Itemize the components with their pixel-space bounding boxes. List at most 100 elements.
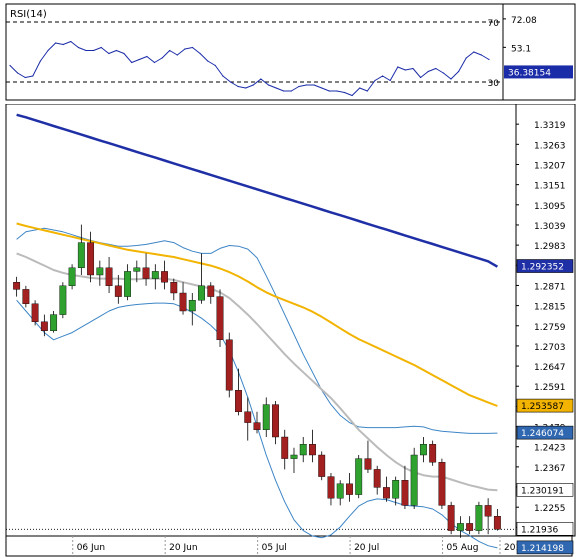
candle: [281, 436, 289, 459]
price-panel: 1.3319 1.3263 1.3207 1.3151 1.3095 1.3039 1.29…: [5, 104, 576, 557]
x-tick-label: 05 Aug: [447, 543, 479, 553]
rsi-point: [93, 49, 95, 52]
rsi-point: [138, 58, 140, 61]
rsi-point: [419, 76, 422, 79]
price-y-tick-label: 1.3151: [534, 182, 566, 192]
rsi-point: [389, 79, 391, 82]
rsi-point: [298, 85, 300, 88]
rsi-point: [480, 54, 482, 56]
rsi-point: [214, 64, 216, 67]
price-plot-frame: [5, 104, 517, 537]
candle: [290, 454, 298, 459]
price-y-tick-label: 1.2647: [534, 363, 566, 373]
price-y-tick-label: 1.2759: [534, 323, 566, 333]
rsi-point: [70, 40, 72, 43]
price-y-tick-label: 1.2815: [534, 303, 566, 313]
candle: [447, 505, 455, 531]
rsi-point: [100, 46, 102, 49]
candle: [31, 303, 39, 323]
price-marker-label: 1.246074: [521, 429, 564, 439]
rsi-point: [283, 90, 285, 92]
price-y-tick-label: 1.2983: [534, 242, 566, 252]
price-y-tick-label: 1.3207: [534, 161, 566, 171]
candle: [244, 411, 252, 423]
price-y-tick-label: 1.3095: [534, 202, 566, 212]
price-marker-box: [516, 398, 574, 413]
price-y-tick-label: 1.3263: [534, 141, 566, 151]
candle: [355, 458, 363, 495]
price-y-tick-label: 1.2367: [534, 464, 566, 474]
rsi-point: [336, 90, 338, 92]
rsi-point: [321, 87, 323, 89]
rsi-level-label: 30: [488, 79, 500, 89]
candle: [475, 505, 483, 531]
x-tick-label: 20 Jun: [169, 543, 197, 553]
candle: [114, 285, 122, 297]
rsi-point: [222, 75, 224, 77]
price-marker-label: 1.230191: [521, 486, 564, 496]
candle: [401, 480, 409, 506]
candle: [22, 289, 30, 304]
rsi-point: [328, 90, 330, 92]
rsi-point: [313, 84, 315, 86]
candle: [188, 299, 196, 312]
rsi-point: [442, 72, 444, 74]
candle: [96, 267, 104, 276]
price-marker-box: [516, 522, 574, 536]
price-y-tick-label: 1.3319: [534, 121, 566, 131]
rsi-point: [161, 57, 163, 59]
rsi-point: [77, 46, 80, 49]
x-tick-label: 06 Jun: [77, 543, 105, 553]
candle: [225, 339, 233, 391]
price-marker-box: [516, 425, 574, 440]
price-marker-box: [516, 483, 574, 497]
price-y-tick-label: 1.2255: [534, 504, 566, 514]
rsi-point: [381, 75, 384, 77]
rsi-point: [32, 75, 34, 77]
rsi-point: [199, 52, 201, 55]
rsi-point: [488, 58, 490, 61]
price-y-tick-label: 1.3039: [534, 222, 566, 232]
rsi-point: [260, 78, 262, 80]
rsi-point: [404, 69, 406, 71]
candle: [253, 422, 261, 431]
candle: [124, 271, 132, 297]
rsi-point: [305, 84, 308, 86]
price-marker-label: 1.21936: [521, 525, 558, 535]
rsi-point: [245, 87, 247, 89]
rsi-point: [252, 84, 254, 86]
candle: [13, 281, 21, 290]
rsi-plot-frame: [5, 3, 504, 101]
candle: [484, 505, 492, 517]
rsi-point: [47, 49, 49, 52]
sma-mid-line: [16, 222, 498, 407]
rsi-level-label: 70: [488, 19, 500, 29]
rsi-current-value-label: 36.38154: [508, 68, 551, 78]
candle: [299, 444, 307, 456]
rsi-point: [473, 51, 475, 53]
rsi-point: [412, 67, 414, 70]
candle: [77, 242, 85, 269]
rsi-y-tick-label: 72.08: [511, 16, 537, 26]
price-y-tick-label: 1.2423: [534, 444, 566, 454]
rsi-point: [457, 70, 460, 73]
rsi-point: [465, 57, 467, 59]
candle: [198, 285, 205, 301]
rsi-point: [397, 66, 399, 68]
candle: [216, 296, 224, 341]
candle: [105, 267, 113, 287]
rsi-current-value-box: [504, 65, 573, 79]
rsi-point: [9, 64, 11, 67]
candle: [50, 314, 58, 332]
price-marker-box: [516, 259, 574, 273]
rsi-point: [237, 85, 239, 88]
rsi-point: [39, 60, 42, 62]
candle: [309, 444, 316, 456]
rsi-title: RSI(14): [10, 9, 47, 20]
candle: [170, 281, 178, 294]
candle: [456, 523, 464, 531]
rsi-point: [229, 81, 232, 83]
price-marker-label: 1.253587: [521, 402, 564, 412]
sma-long-line: [16, 113, 499, 268]
